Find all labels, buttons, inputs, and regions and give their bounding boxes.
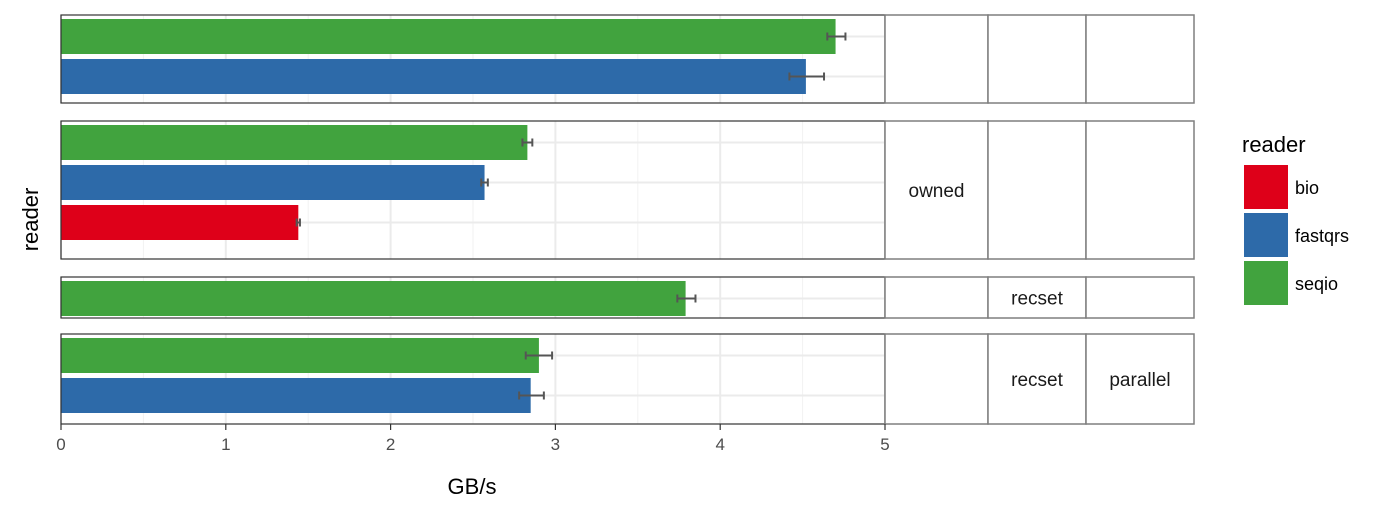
legend-key-fastqrs (1244, 213, 1288, 257)
legend-key-bio (1244, 165, 1288, 209)
bar-seqio (61, 281, 686, 316)
facet-strip (1085, 120, 1195, 260)
facet-panel: owned (60, 120, 1195, 260)
x-tick-label: 4 (715, 435, 724, 454)
facet-strip (987, 333, 1087, 425)
facet-strip (884, 120, 989, 260)
x-tick-label: 3 (551, 435, 560, 454)
x-tick-label: 2 (386, 435, 395, 454)
x-axis-title: GB/s (448, 474, 497, 499)
legend-title: reader (1242, 132, 1306, 157)
bar-fastqrs (61, 165, 485, 200)
error-bar (524, 351, 554, 360)
strip-label: owned (909, 181, 965, 202)
facet-strip (987, 14, 1087, 104)
facet-strip (884, 333, 989, 425)
legend-label: seqio (1295, 274, 1338, 294)
facet-panel: recset (60, 276, 1195, 319)
x-tick-label: 0 (56, 435, 65, 454)
error-bar (521, 138, 534, 147)
facet-strip (1085, 276, 1195, 319)
error-bar (480, 178, 489, 187)
strip-label: recset (1011, 370, 1063, 391)
legend-label: fastqrs (1295, 226, 1349, 246)
facet-strip (884, 276, 989, 319)
bar-bio (61, 205, 299, 240)
legend: reader bio fastqrs seqio (1242, 132, 1349, 305)
error-bar (676, 294, 697, 303)
strip-label: parallel (1109, 370, 1170, 391)
legend-key-seqio (1244, 261, 1288, 305)
error-bar (518, 391, 545, 400)
x-tick-label: 1 (221, 435, 230, 454)
bar-seqio (61, 338, 539, 373)
error-bar (788, 72, 826, 81)
error-bar (295, 218, 301, 227)
strip-label: recset (1011, 289, 1063, 310)
facet-strip (884, 14, 989, 104)
bar-seqio (61, 19, 836, 54)
x-tick-label: 5 (880, 435, 889, 454)
facet-strip (1085, 333, 1195, 425)
legend-label: bio (1295, 178, 1319, 198)
y-axis-title: reader (18, 188, 43, 252)
facet-strip (987, 120, 1087, 260)
bar-fastqrs (61, 378, 531, 413)
error-bar (826, 32, 847, 41)
bar-seqio (61, 125, 528, 160)
bar-fastqrs (61, 59, 806, 94)
facet-strip (1085, 14, 1195, 104)
facet-panel (60, 14, 1195, 104)
panels-layer: owned recset recset parallel (60, 14, 1195, 425)
x-axis: 0 1 2 3 4 5 (56, 424, 890, 454)
facet-panel: recset parallel (60, 333, 1195, 425)
